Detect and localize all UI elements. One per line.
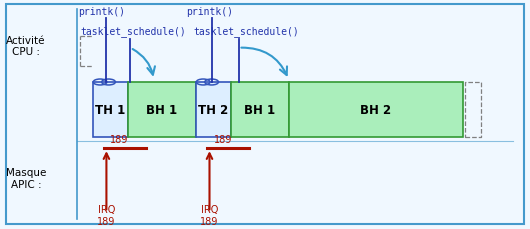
Text: 189: 189: [110, 134, 129, 144]
Text: BH 1: BH 1: [146, 104, 178, 116]
Text: TH 2: TH 2: [198, 104, 228, 116]
Text: IRQ
189: IRQ 189: [97, 204, 116, 226]
Text: Masque
APIC :: Masque APIC :: [6, 167, 46, 189]
Text: tasklet_schedule(): tasklet_schedule(): [193, 26, 299, 37]
Text: BH 2: BH 2: [360, 104, 392, 116]
FancyBboxPatch shape: [6, 5, 524, 224]
Text: 189: 189: [214, 134, 232, 144]
FancyArrowPatch shape: [132, 50, 155, 75]
Text: Activité
CPU :: Activité CPU :: [6, 35, 46, 57]
Text: IRQ
189: IRQ 189: [200, 204, 219, 226]
Bar: [128, 83, 196, 137]
Bar: [289, 83, 463, 137]
Text: BH 1: BH 1: [244, 104, 275, 116]
FancyArrowPatch shape: [241, 48, 287, 76]
Bar: [196, 83, 231, 137]
Text: printk(): printk(): [186, 7, 233, 17]
Bar: [231, 83, 289, 137]
Text: TH 1: TH 1: [95, 104, 126, 116]
Text: printk(): printk(): [77, 7, 125, 17]
Bar: [93, 83, 128, 137]
Text: tasklet_schedule(): tasklet_schedule(): [80, 26, 186, 37]
